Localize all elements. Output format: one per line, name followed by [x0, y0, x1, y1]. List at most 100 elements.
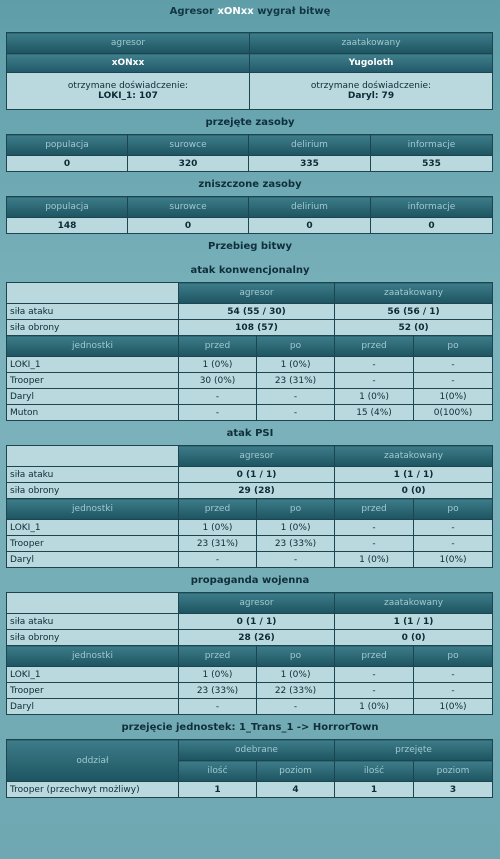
unit-count: 1(0%): [413, 551, 494, 568]
section-title: przejęte zasoby: [205, 117, 295, 128]
table-body: agresor zaatakowany siła ataku 0 (1 / 1) 1 (…: [6, 592, 494, 715]
resource-value: 0: [6, 155, 128, 172]
stat-label: siła obrony: [6, 629, 179, 646]
table-body: populacja surowce delirium informacje 148 0 0 0: [6, 196, 493, 234]
unit-count: -: [255, 698, 336, 715]
sub-header: ilość: [178, 760, 257, 782]
sub-header: ilość: [334, 760, 414, 782]
resource-header: delirium: [248, 196, 371, 218]
winner-name: xONxx: [217, 6, 254, 17]
unit-header: przed: [334, 498, 415, 520]
unit-count: -: [413, 372, 494, 389]
stat-label: siła obrony: [6, 482, 179, 499]
player-name: Yugoloth: [249, 53, 493, 73]
unit-row: Trooper 23 (31%) 23 (33%) - -: [6, 535, 494, 552]
value-row: 148 0 0 0: [6, 217, 493, 234]
resource-header: surowce: [127, 134, 249, 156]
transfer-value: 4: [256, 781, 335, 798]
unit-count: 23 (33%): [178, 682, 257, 699]
experience-value: Daryl: 79: [347, 91, 395, 101]
experience-value: LOKI_1: 107: [98, 91, 158, 101]
stat-value: 52 (0): [334, 319, 494, 336]
experience-label: otrzymane doświadczenie:: [310, 81, 432, 91]
player-name: xONxx: [6, 53, 250, 73]
unit-count: 1 (0%): [255, 666, 336, 683]
unit-header: jednostki: [6, 335, 179, 357]
unit-count: 1 (0%): [255, 519, 336, 536]
transfer-value: 3: [413, 781, 493, 798]
resource-header: informacje: [370, 134, 493, 156]
empty-cell: [6, 592, 179, 614]
resource-header: surowce: [127, 196, 249, 218]
resource-header: delirium: [248, 134, 371, 156]
unit-header: przed: [334, 645, 415, 667]
unit-count: 22 (33%): [255, 682, 336, 699]
unit-header: po: [255, 335, 336, 357]
side-header: zaatakowany: [334, 282, 494, 304]
unit-count: 23 (33%): [255, 535, 336, 552]
unit-count: 1 (0%): [178, 519, 257, 536]
stat-value: 0 (0): [334, 482, 494, 499]
unit-header: po: [255, 645, 336, 667]
resource-value: 320: [127, 155, 249, 172]
unit-count: -: [255, 551, 336, 568]
unit-count: -: [334, 535, 415, 552]
section-title: przejęcie jednostek: 1_Trans_1 -> Horror…: [121, 722, 379, 733]
resource-header: populacja: [6, 134, 128, 156]
resource-value: 0: [127, 217, 249, 234]
unit-count: -: [413, 519, 494, 536]
unit-count: 1(0%): [413, 388, 494, 405]
header-row: agresor zaatakowany: [6, 282, 494, 304]
title-text: Agresor: [169, 6, 214, 17]
unit-header-row: jednostki przed po przed po: [6, 645, 494, 667]
unit-name: Trooper: [6, 535, 179, 552]
unit-count: -: [413, 682, 494, 699]
unit-row: Muton - -15 (4%) 0(100%): [6, 404, 494, 421]
stat-value: 28 (26): [177, 629, 336, 646]
unit-name: Daryl: [6, 388, 179, 405]
header-row: populacja surowce delirium informacje: [6, 134, 493, 156]
stat-label: siła ataku: [6, 613, 179, 630]
unit-header-row: jednostki przed po przed po: [6, 335, 494, 357]
side-header: zaatakowany: [334, 592, 494, 614]
unit-name: Trooper (przechwyt możliwy): [6, 781, 179, 798]
unit-count: -: [334, 666, 415, 683]
round-title: propaganda wojenna: [190, 575, 310, 586]
table-body: agresor zaatakowany siła ataku 54 (55 / 30)…: [6, 282, 494, 421]
transfer-value: 1: [178, 781, 257, 798]
stat-row: siła obrony 28 (26) 0 (0): [6, 629, 494, 646]
resource-header: populacja: [6, 196, 128, 218]
side-header: odebrane: [178, 739, 335, 761]
stat-value: 108 (57): [177, 319, 336, 336]
round-table: agresor zaatakowany siła ataku 0 (1 / 1) 1 (…: [6, 445, 494, 568]
spacer: [0, 24, 500, 32]
header-row: agresor zaatakowany: [6, 592, 494, 614]
unit-header: przed: [178, 645, 257, 667]
captured-table: populacja surowce delirium informacje 0 320 33…: [6, 134, 493, 172]
stat-value: 56 (56 / 1): [334, 303, 494, 320]
unit-header: po: [413, 335, 494, 357]
unit-count: -: [178, 698, 257, 715]
unit-count: -: [178, 388, 257, 405]
section-title: zniszczone zasoby: [198, 179, 302, 190]
unit-count: 23 (31%): [255, 372, 336, 389]
title-text: wygrał bitwę: [257, 6, 331, 17]
unit-name: Muton: [6, 404, 179, 421]
unit-count: -: [334, 356, 415, 373]
unit-name: Trooper: [6, 372, 179, 389]
side-header: zaatakowany: [334, 445, 494, 467]
resource-value: 148: [6, 217, 128, 234]
unit-header: przed: [178, 498, 257, 520]
stat-value: 0 (1 / 1): [177, 466, 336, 483]
unit-count: 1 (0%): [178, 666, 257, 683]
side-header: agresor: [177, 592, 336, 614]
unit-count: -: [334, 519, 415, 536]
transfer-value: 1: [334, 781, 414, 798]
resource-header: informacje: [370, 196, 493, 218]
table-body: oddział odebrane przejęte ilość poziom ilość p…: [6, 739, 493, 798]
unit-name: Trooper: [6, 682, 179, 699]
unit-count: 30 (0%): [178, 372, 257, 389]
unit-header: jednostki: [6, 645, 179, 667]
round-table: agresor zaatakowany siła ataku 54 (55 / 30)…: [6, 282, 494, 421]
